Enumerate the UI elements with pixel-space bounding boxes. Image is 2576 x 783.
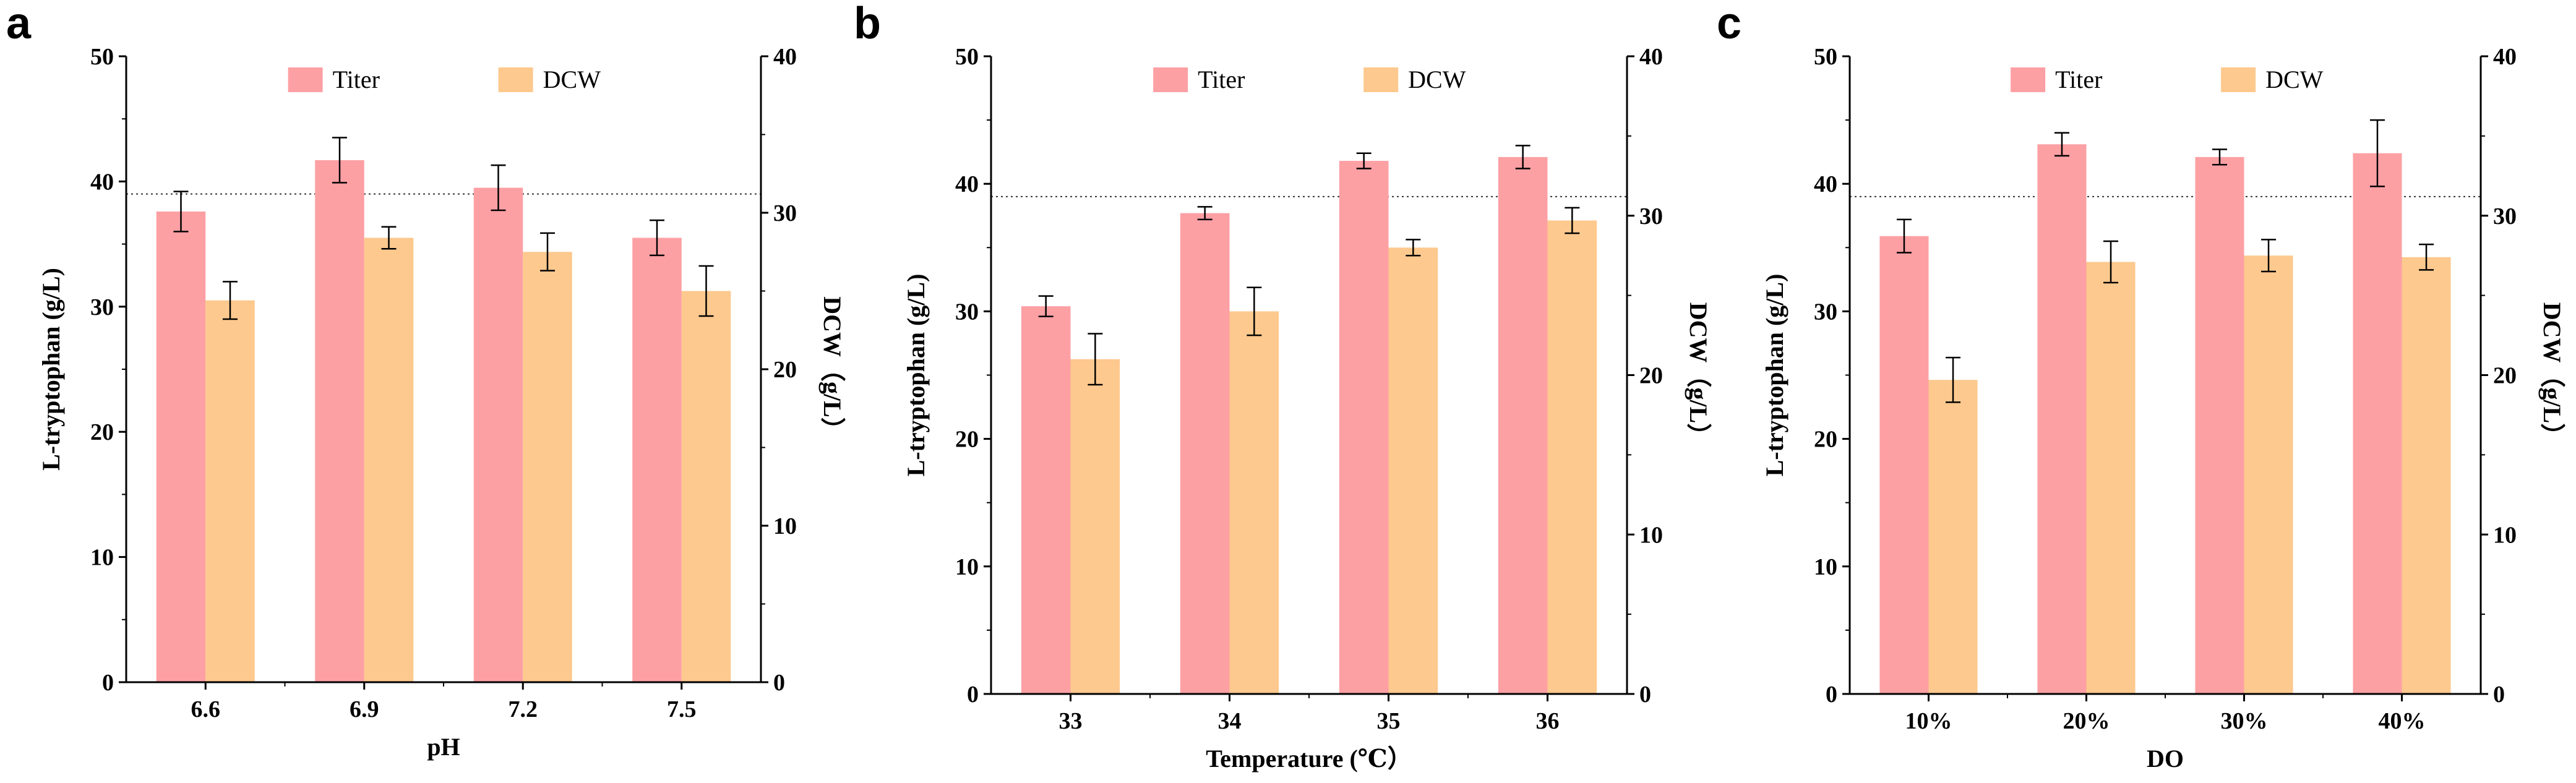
x-tick-label: 7.5	[667, 696, 697, 722]
bar-titer	[632, 237, 682, 683]
y-tick-label: 10	[1814, 554, 1837, 580]
legend-label-titer: Titer	[1198, 66, 1245, 93]
x-tick-label: 36	[1536, 708, 1560, 734]
x-axis-title: DO	[2147, 745, 2184, 772]
y2-tick-label: 0	[2493, 682, 2505, 708]
y-tick-label: 0	[967, 682, 979, 708]
y-tick-label: 20	[90, 419, 114, 445]
legend-swatch-dcw	[2221, 67, 2256, 92]
bar-dcw	[205, 300, 255, 682]
bar-dcw	[2402, 257, 2451, 694]
bar-titer	[1339, 161, 1389, 695]
y2-tick-label: 10	[773, 513, 797, 539]
y-tick-label: 30	[955, 299, 979, 325]
y2-tick-label: 0	[1639, 682, 1651, 708]
y2-tick-label: 20	[2493, 363, 2517, 389]
legend-label-titer: Titer	[2055, 66, 2102, 93]
y2-tick-label: 0	[773, 670, 785, 696]
bar-titer	[2195, 156, 2244, 694]
legend-swatch-dcw	[498, 67, 533, 92]
legend-label-titer: Titer	[333, 66, 380, 93]
legend-label-dcw: DCW	[2265, 66, 2324, 93]
panel-c: c 0 10 20 30 40 50 0 10 20 30 40 10% 20% 30% 40% DO L-try…	[1717, 0, 2566, 772]
x-axis-title: Temperature (℃）	[1206, 745, 1412, 772]
bar-titer	[2037, 144, 2087, 694]
y-tick-label: 20	[955, 427, 979, 453]
y-tick-label: 0	[102, 670, 114, 696]
y-tick-label: 40	[90, 169, 114, 195]
y-axis-title: L-tryptophan (g/L)	[37, 268, 65, 471]
panel-b: b 0 10 20 30 40 50 0 10 20 30 40 33 34 35 36 Temperature…	[854, 0, 1712, 772]
x-tick-label: 35	[1377, 708, 1401, 734]
bar-titer	[1879, 236, 1929, 694]
panel-letter: a	[6, 0, 32, 48]
legend-label-dcw: DCW	[543, 66, 601, 93]
y-tick-label: 10	[955, 554, 979, 580]
y-tick-label: 50	[955, 44, 979, 70]
y2-tick-label: 30	[1639, 203, 1663, 229]
y2-axis-title: DCW（g/L）	[2538, 302, 2566, 448]
legend-swatch-titer	[1153, 67, 1188, 92]
y-tick-label: 10	[90, 545, 114, 571]
y2-axis-title: DCW（g/L）	[818, 296, 846, 442]
y-tick-label: 30	[90, 294, 114, 320]
y-tick-label: 50	[1814, 44, 1837, 70]
y2-tick-label: 40	[2493, 44, 2517, 70]
panel-letter: c	[1717, 0, 1741, 48]
x-tick-label: 33	[1059, 708, 1083, 734]
x-tick-label: 34	[1218, 708, 1242, 734]
bar-dcw	[2244, 255, 2293, 694]
y-axis-title: L-tryptophan (g/L)	[1761, 274, 1788, 477]
y2-tick-label: 30	[773, 200, 797, 226]
y-tick-label: 30	[1814, 299, 1837, 325]
bar-dcw	[2086, 262, 2136, 694]
y2-tick-label: 30	[2493, 203, 2517, 229]
legend-swatch-titer	[2011, 67, 2046, 92]
y2-tick-label: 20	[1639, 363, 1663, 389]
x-axis-title: pH	[427, 733, 460, 761]
x-tick-label: 30%	[2221, 708, 2268, 734]
legend-swatch-titer	[288, 67, 323, 92]
bar-dcw	[1070, 359, 1120, 694]
bar-titer	[1498, 156, 1548, 694]
bar-dcw	[523, 252, 572, 682]
y-axis-title: L-tryptophan (g/L)	[902, 274, 930, 477]
x-tick-label: 6.9	[350, 696, 379, 722]
bar-titer	[156, 211, 206, 682]
bar-titer	[473, 187, 523, 682]
y2-axis-title: DCW（g/L）	[1685, 302, 1712, 448]
panel-letter: b	[854, 0, 881, 48]
bar-dcw	[1547, 220, 1597, 694]
legend-label-dcw: DCW	[1408, 66, 1466, 93]
y-tick-label: 50	[90, 44, 114, 70]
bar-dcw	[1388, 247, 1438, 694]
bar-titer	[2353, 153, 2402, 694]
x-tick-label: 6.6	[191, 696, 221, 722]
legend-swatch-dcw	[1363, 67, 1399, 92]
bar-titer	[1180, 213, 1230, 695]
bar-dcw	[1928, 380, 1978, 694]
y2-tick-label: 20	[773, 357, 797, 383]
bar-titer	[315, 160, 364, 682]
bar-dcw	[681, 291, 731, 682]
bar-dcw	[364, 237, 414, 683]
y-tick-label: 20	[1814, 427, 1837, 453]
y2-tick-label: 40	[1639, 44, 1663, 70]
y-tick-label: 40	[955, 171, 979, 197]
x-tick-label: 7.2	[509, 696, 538, 722]
y2-tick-label: 10	[1639, 522, 1663, 548]
panel-a: a 0 10 20 30 40 50 0 10 20 30 40 6.6 6.9 7.2 7.5 pH L-try…	[6, 0, 846, 761]
y-tick-label: 40	[1814, 171, 1837, 197]
x-tick-label: 40%	[2379, 708, 2426, 734]
bar-titer	[1021, 306, 1071, 695]
y2-tick-label: 10	[2493, 522, 2517, 548]
x-tick-label: 20%	[2063, 708, 2110, 734]
y-tick-label: 0	[1826, 682, 1837, 708]
bar-dcw	[1229, 311, 1279, 694]
y2-tick-label: 40	[773, 44, 797, 70]
x-tick-label: 10%	[1905, 708, 1952, 734]
